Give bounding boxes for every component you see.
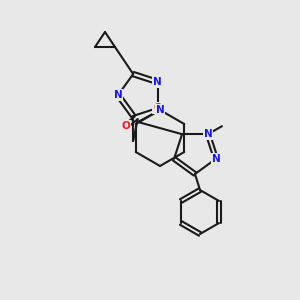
Text: N: N [114, 90, 122, 100]
Text: N: N [153, 77, 162, 87]
Text: N: N [204, 129, 212, 139]
Text: O: O [122, 121, 130, 131]
Text: N: N [212, 154, 220, 164]
Text: N: N [156, 105, 164, 115]
Text: O: O [153, 103, 162, 113]
